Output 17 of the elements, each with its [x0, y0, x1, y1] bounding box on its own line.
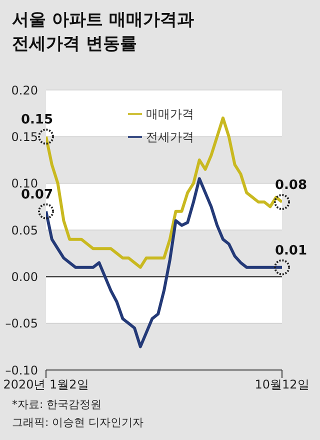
y-tick-label: 0.15	[11, 130, 38, 144]
legend-label: 전세가격	[146, 130, 194, 144]
legend-label: 매매가격	[146, 107, 194, 121]
text: *자료: 한국감정원	[12, 397, 103, 413]
y-tick-label: 0.00	[11, 270, 38, 284]
data-label: 0.07	[20, 187, 54, 202]
x-tick-label: 2020년 1월2일	[3, 378, 89, 392]
x-tick-label: 10월12일	[254, 378, 310, 392]
y-tick-label: 0.05	[11, 223, 38, 238]
chart-title: 서울 아파트 매매가격과 전세가격 변동률	[12, 9, 195, 56]
y-tick-label: –0.05	[5, 316, 38, 331]
text: 그래픽: 이승현 디자인기자	[12, 415, 144, 431]
y-tick-label: –0.10	[5, 363, 38, 378]
data-label: 0.08	[274, 178, 308, 193]
data-label: 0.15	[20, 112, 54, 128]
data-label: 0.01	[274, 243, 308, 258]
y-tick-label: 0.20	[11, 83, 38, 98]
